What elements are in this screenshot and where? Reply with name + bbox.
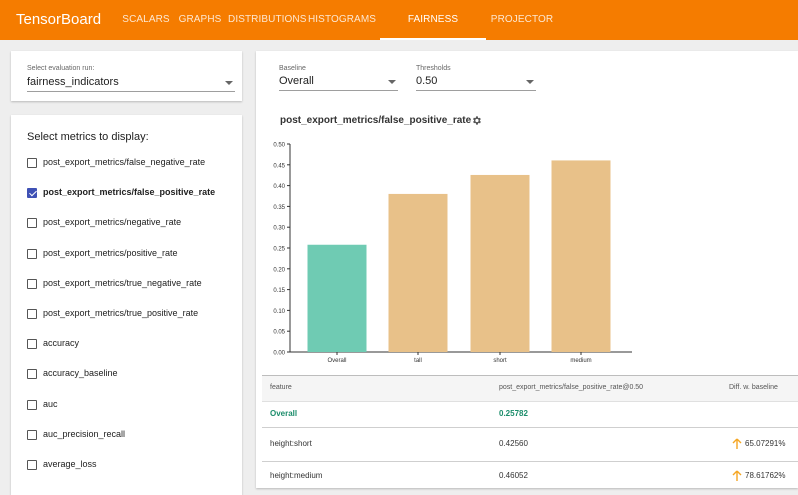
thresholds-dropdown[interactable]: 0.50 [416, 75, 536, 91]
cell-value: 0.46052 [499, 471, 528, 480]
y-tick-label: 0.15 [273, 288, 285, 294]
y-tick-label: 0.20 [273, 267, 285, 273]
y-tick-label: 0.10 [273, 309, 285, 315]
metrics-title: Select metrics to display: [27, 131, 149, 143]
metric-checkbox[interactable] [27, 278, 37, 289]
cell-value: 0.25782 [499, 409, 528, 418]
metric-label: accuracy_baseline [43, 368, 118, 379]
metric-checkbox[interactable] [27, 248, 37, 259]
metric-checkbox[interactable] [27, 158, 37, 168]
x-tick-label: short [493, 358, 507, 364]
metric-checkbox[interactable] [27, 399, 37, 410]
run-selector-card: Select evaluation run: fairness_indicato… [11, 51, 242, 101]
arrow-upward-icon [732, 470, 742, 481]
bar-medium [551, 160, 611, 352]
bar-overall [307, 244, 367, 352]
cell-diff: 65.07291% [745, 439, 786, 448]
metric-label: auc_precision_recall [43, 428, 126, 439]
y-tick-label: 0.50 [273, 143, 285, 149]
y-tick-label: 0.25 [273, 247, 285, 253]
tab-projector[interactable]: PROJECTOR [490, 14, 554, 25]
bar-chart: 0.00 0.05 0.10 0.15 0.20 0.25 0.30 0.35 0.40 0.45… [273, 143, 632, 364]
x-tick-label: tall [414, 358, 422, 364]
metric-label: post_export_metrics/false_positive_rate [43, 187, 216, 198]
metric-label: post_export_metrics/positive_rate [43, 247, 178, 258]
arrow-drop-down-icon [526, 80, 534, 84]
cell-feature: height:short [270, 439, 312, 448]
metrics-table: feature post_export_metrics/false_positi… [262, 375, 798, 488]
cell-feature: Overall [270, 409, 298, 418]
cell-diff: 78.61762% [745, 471, 786, 480]
baseline-dropdown[interactable]: Overall [279, 75, 398, 91]
metric-checkbox[interactable] [27, 369, 37, 380]
metric-checkbox[interactable] [27, 218, 37, 229]
tab-histograms[interactable]: HISTOGRAMS [307, 14, 377, 25]
metrics-card [11, 115, 242, 495]
bar-tall [388, 193, 448, 352]
thresholds-label: Thresholds [416, 65, 451, 72]
cell-feature: height:medium [270, 471, 323, 480]
run-selector-dropdown[interactable]: fairness_indicators [27, 76, 235, 92]
check-icon [29, 188, 37, 197]
table-row: Overall 0.25782 [262, 400, 798, 428]
app-title: TensorBoard [16, 11, 102, 28]
run-selector-label: Select evaluation run: [27, 65, 95, 72]
header-metric: post_export_metrics/false_positive_rate@… [499, 384, 644, 391]
y-tick-label: 0.05 [273, 330, 285, 336]
y-tick-label: 0.35 [273, 205, 285, 211]
y-tick-label: 0.30 [273, 226, 285, 232]
metric-checkbox[interactable] [27, 188, 37, 199]
tab-graphs[interactable]: GRAPHS [178, 14, 222, 25]
metric-checkbox[interactable] [27, 429, 37, 440]
y-tick-label: 0.40 [273, 184, 285, 190]
baseline-label: Baseline [279, 65, 306, 72]
metric-label: post_export_metrics/true_negative_rate [43, 277, 202, 288]
metric-label: post_export_metrics/true_positive_rate [43, 308, 199, 318]
metric-checkbox[interactable] [27, 309, 37, 319]
metric-label: post_export_metrics/negative_rate [43, 217, 182, 228]
arrow-drop-down-icon [225, 81, 233, 85]
header-diff: Diff. w. baseline [729, 384, 778, 391]
table-row: height:medium 0.46052 78.61762% [262, 461, 798, 488]
thresholds-value: 0.50 [416, 75, 438, 87]
y-tick-label: 0.00 [273, 351, 285, 357]
x-tick-label: Overall [327, 358, 346, 364]
bar-short [470, 174, 530, 352]
top-app-bar: TensorBoard SCALARS GRAPHS DISTRIBUTIONS… [0, 0, 798, 64]
metric-label: average_loss [43, 459, 97, 469]
header-feature: feature [270, 384, 292, 391]
metric-label: post_export_metrics/false_negative_rate [43, 157, 206, 167]
run-selector-value: fairness_indicators [27, 76, 119, 88]
tab-scalars[interactable]: SCALARS [122, 14, 170, 25]
metric-checkbox[interactable] [27, 460, 37, 470]
x-tick-label: medium [570, 358, 591, 364]
gear-icon[interactable] [471, 115, 482, 126]
table-row: height:short 0.42560 65.07291% [262, 427, 798, 462]
chart-title: post_export_metrics/false_positive_rate [280, 115, 472, 126]
metric-checkbox[interactable] [27, 339, 37, 350]
metric-label: auc [43, 398, 58, 409]
metric-label: accuracy [43, 338, 80, 349]
cell-value: 0.42560 [499, 439, 528, 448]
arrow-upward-icon [732, 438, 742, 449]
active-tab-indicator [380, 38, 486, 40]
table-header: feature post_export_metrics/false_positi… [262, 375, 798, 402]
baseline-value: Overall [279, 75, 314, 87]
tab-fairness-indicators[interactable]: FAIRNESS INDICATORS [380, 0, 486, 64]
arrow-drop-down-icon [388, 80, 396, 84]
tab-distributions[interactable]: DISTRIBUTIONS [228, 14, 307, 25]
y-tick-label: 0.45 [273, 163, 285, 169]
